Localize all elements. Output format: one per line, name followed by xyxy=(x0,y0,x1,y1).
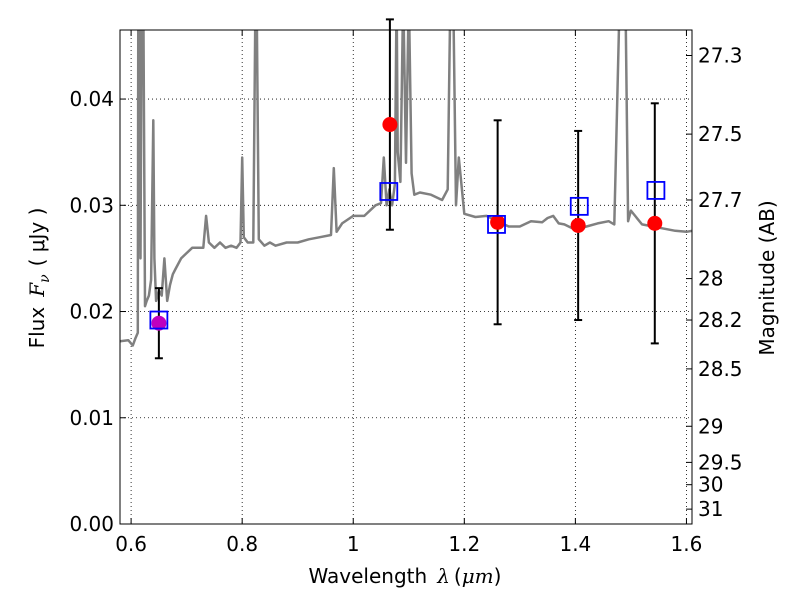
observed-point xyxy=(647,215,663,231)
model-square xyxy=(149,310,169,330)
observed-point xyxy=(382,117,398,133)
spectrum-layer xyxy=(120,30,692,347)
ticks: 0.6 0.8 1 1.2 1.4 1.6 0.00 0.01 0.02 0.03 0.04 27.3… xyxy=(69,30,743,556)
y-tick-label: 0.01 xyxy=(69,406,114,430)
x-tick-label: 0.6 xyxy=(115,532,147,556)
y2-tick-label: 27.3 xyxy=(698,43,743,67)
y2-tick-label: 28.5 xyxy=(698,357,743,381)
observed-point xyxy=(151,315,167,331)
observed-point xyxy=(490,214,506,230)
y2-tick-label: 27.7 xyxy=(698,188,743,212)
model-square xyxy=(379,182,399,201)
spectrum-line xyxy=(120,30,692,347)
y2-tick-label: 28.2 xyxy=(698,308,743,332)
x-tick-label: 1.4 xyxy=(559,532,591,556)
plot-frame xyxy=(119,29,693,525)
y2-tick-label: 27.5 xyxy=(698,122,743,146)
y-axis-title: FluxFν( μJy ) xyxy=(25,208,53,349)
x-tick-label: 1.6 xyxy=(671,532,703,556)
observed-points-layer xyxy=(151,117,663,331)
y2-tick-label: 30 xyxy=(698,473,723,497)
model-square xyxy=(646,181,666,200)
y-tick-label: 0.04 xyxy=(69,87,114,111)
y2-tick-label: 29.5 xyxy=(698,450,743,474)
y-tick-label: 0.03 xyxy=(69,193,114,217)
y2-tick-label: 28 xyxy=(698,267,723,291)
y2-tick-label: 31 xyxy=(698,497,723,521)
x-tick-label: 1 xyxy=(347,532,360,556)
model-square xyxy=(569,196,589,216)
x-tick-label: 1.2 xyxy=(448,532,480,556)
observed-point xyxy=(570,217,586,233)
y2-axis-title: Magnitude (AB) xyxy=(755,200,779,355)
y2-tick-label: 29 xyxy=(698,414,723,438)
model-squares-layer xyxy=(149,181,666,330)
model-square xyxy=(487,215,506,234)
y-tick-label: 0.02 xyxy=(69,300,114,324)
x-tick-label: 0.8 xyxy=(226,532,258,556)
y-tick-label: 0.00 xyxy=(69,512,114,536)
x-axis-title: Wavelength λ (μm) xyxy=(309,564,502,588)
